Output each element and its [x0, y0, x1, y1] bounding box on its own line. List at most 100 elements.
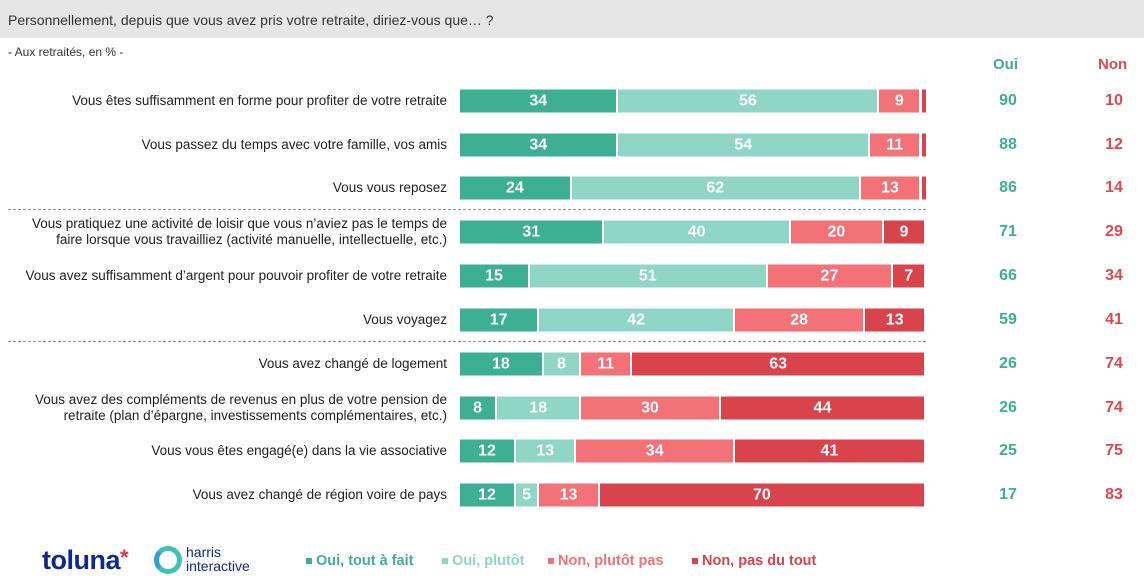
bar-segment: 20: [790, 220, 885, 244]
bar-segment: 40: [604, 220, 791, 244]
bar-segment: 11: [870, 133, 922, 157]
bar-segment: [921, 176, 926, 200]
data-label: 13: [536, 442, 555, 459]
data-label: 34: [529, 92, 548, 109]
data-label: 18: [529, 399, 548, 416]
data-label: 17: [489, 311, 508, 328]
bar-segment: 28: [734, 308, 866, 332]
bar-segment: 11: [581, 352, 633, 376]
total-non: 34: [1105, 267, 1123, 284]
bar-segment: 56: [618, 89, 880, 113]
toluna-logo: toluna*: [42, 545, 129, 575]
total-non: 41: [1105, 311, 1123, 328]
data-label: 62: [706, 179, 725, 196]
bar-segment: 54: [618, 133, 871, 157]
data-label: 34: [529, 136, 548, 153]
total-non: 29: [1105, 223, 1123, 240]
data-label: 70: [752, 486, 771, 503]
total-non: 12: [1105, 136, 1123, 153]
stacked-bar: 12 5 13 70: [460, 483, 926, 507]
data-label: 20: [827, 223, 846, 240]
legend-swatch: [442, 558, 448, 565]
data-label: 9: [899, 223, 909, 240]
data-label: 30: [641, 399, 659, 416]
chart-row: Vous vous êtes engagé(e) dans la vie ass…: [0, 429, 1144, 473]
total-oui: 26: [999, 355, 1017, 372]
bar-segment: 5: [515, 483, 540, 507]
legend-label: Non, pas du tout: [702, 553, 817, 569]
bar-segment: [921, 133, 926, 157]
stacked-bar: 34 54 11: [460, 133, 926, 157]
legend-label: Oui, plutôt: [452, 553, 525, 569]
category-label: Vous avez changé de région voire de pays: [192, 487, 447, 502]
total-oui: 17: [999, 486, 1017, 503]
legend-oui-tout-a-fait: Oui, tout à fait: [306, 553, 413, 569]
data-label: 27: [820, 267, 839, 284]
subtitle: - Aux retraités, en % -: [8, 45, 124, 59]
stacked-bar: 17 42 28 13: [460, 308, 926, 332]
group-divider: [8, 209, 926, 210]
stacked-bar: 8 18 30 44: [460, 396, 926, 420]
bar-segment: 30: [581, 396, 721, 420]
data-label: 5: [522, 486, 531, 503]
total-non: 74: [1105, 399, 1123, 416]
total-non: 10: [1105, 92, 1123, 109]
data-label: 11: [597, 355, 615, 372]
bar-segment: 17: [460, 308, 540, 332]
chart-row: Vous voyagez 17 42 28 13 59 41: [0, 298, 1144, 342]
bar-segment: 24: [460, 176, 572, 200]
data-label: 63: [769, 355, 788, 372]
data-label: 54: [734, 136, 753, 153]
bar-segment: 42: [539, 308, 735, 332]
bar-segment: 44: [720, 396, 926, 420]
total-oui: 86: [999, 179, 1017, 196]
stacked-bar: 15 51 27 7: [460, 264, 926, 288]
data-label: 44: [813, 399, 832, 416]
bar-segment: 13: [865, 308, 926, 332]
bar-segment: 62: [571, 176, 861, 200]
data-label: 56: [739, 92, 757, 109]
stacked-bar: 24 62 13: [460, 176, 926, 200]
chart-row: Vous avez changé de région voire de pays…: [0, 473, 1144, 517]
data-label: 13: [559, 486, 578, 503]
stacked-bar: 18 8 11 63: [460, 352, 926, 376]
bar-segment: 9: [884, 220, 926, 244]
data-label: 34: [645, 442, 664, 459]
stacked-bar: 31 40 20 9: [460, 220, 926, 244]
total-non: 75: [1105, 442, 1123, 459]
bar-segment: 27: [767, 264, 894, 288]
group-divider: [8, 341, 926, 342]
data-label: 7: [904, 267, 914, 284]
legend-non-plutot-pas: Non, plutôt pas: [548, 553, 664, 569]
category-label: Vous vous êtes engagé(e) dans la vie ass…: [151, 443, 447, 458]
total-non: 74: [1105, 355, 1123, 372]
bar-segment: 13: [539, 483, 600, 507]
chart-row: Vous êtes suffisamment en forme pour pro…: [0, 79, 1144, 123]
category-label: Vous avez des compléments de revenus en …: [34, 392, 447, 423]
category-label: Vous passez du temps avec votre famille,…: [141, 137, 447, 152]
bar-segment: [921, 89, 926, 113]
oui-column-header: Oui: [993, 56, 1018, 73]
category-label: Vous voyagez: [362, 312, 447, 327]
data-label: 13: [881, 179, 899, 196]
data-label: 15: [485, 267, 503, 284]
total-oui: 59: [999, 311, 1017, 328]
data-label: 12: [478, 442, 496, 459]
bar-segment: 13: [515, 439, 577, 463]
total-oui: 25: [999, 442, 1017, 459]
data-label: 31: [522, 223, 541, 240]
category-label: Vous vous reposez: [332, 180, 447, 195]
total-oui: 90: [999, 92, 1017, 109]
legend-label: Oui, tout à fait: [316, 553, 414, 569]
total-non: 14: [1105, 179, 1123, 196]
bar-segment: 70: [599, 483, 926, 507]
bar-segment: 34: [576, 439, 735, 463]
category-label: Vous pratiquez une activité de loisir qu…: [32, 216, 447, 247]
bar-segment: 51: [529, 264, 768, 288]
chart-row: Vous passez du temps avec votre famille,…: [0, 123, 1144, 167]
data-label: 11: [886, 136, 904, 153]
data-label: 8: [473, 399, 483, 416]
total-oui: 66: [999, 267, 1017, 284]
total-oui: 26: [999, 399, 1017, 416]
legend-oui-plutot-item: Oui, plutôt: [442, 553, 524, 569]
